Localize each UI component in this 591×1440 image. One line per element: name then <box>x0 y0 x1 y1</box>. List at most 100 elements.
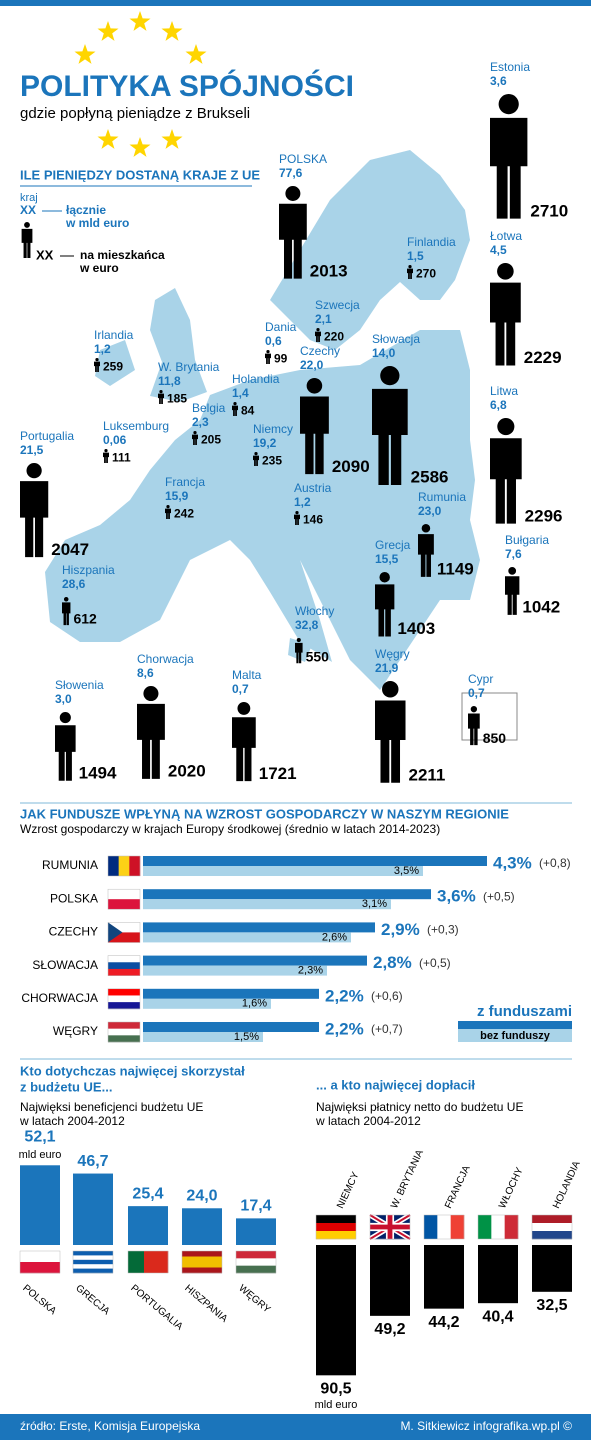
eu-star <box>97 21 119 41</box>
bar <box>236 1218 276 1245</box>
person-icon <box>232 702 256 782</box>
value-label: 4,3% <box>493 853 532 872</box>
eu-star <box>161 21 183 41</box>
person-icon <box>418 524 434 577</box>
per-capita-label: 1403 <box>397 619 435 638</box>
bar-without-funds <box>143 899 391 910</box>
country-name: Grecja <box>375 538 411 552</box>
section-heading: Kto dotychczas najwięcej skorzystał <box>20 1063 245 1078</box>
footer-source: źródło: Erste, Komisja Europejska <box>20 1419 200 1433</box>
flag-part <box>73 1255 113 1261</box>
flag-part <box>182 1267 222 1274</box>
country-name: Holandia <box>232 372 280 386</box>
flag <box>181 1250 223 1274</box>
person-icon <box>490 417 522 524</box>
flag-border <box>107 988 141 1010</box>
bar-without-funds <box>143 998 271 1009</box>
flag <box>107 922 141 943</box>
country-total: 3,0 <box>55 692 72 706</box>
flag-border <box>107 888 141 910</box>
bar <box>316 1245 356 1376</box>
flag <box>477 1214 519 1240</box>
flag-part <box>182 1251 222 1257</box>
person-icon <box>372 366 408 485</box>
per-capita-label: 850 <box>483 730 507 746</box>
flag-part <box>108 962 140 970</box>
section-heading: ILE PIENIĘDZY DOSTANĄ KRAJE Z UE <box>20 167 260 182</box>
row-label: RUMUNIA <box>42 858 98 872</box>
row-label: WĘGRY <box>53 1024 98 1038</box>
country-label: POLSKA <box>20 1283 58 1317</box>
value-label: 49,2 <box>374 1321 405 1338</box>
section-subtitle: Najwięksi beneficjenci budżetu UE <box>20 1100 203 1114</box>
value-label: 2,2% <box>325 1019 364 1038</box>
country-name: Litwa <box>490 384 518 398</box>
country-total: 7,6 <box>505 547 522 561</box>
country-name: Włochy <box>295 604 334 618</box>
value-label: 46,7 <box>77 1153 108 1170</box>
row-label: CZECHY <box>49 925 98 939</box>
bar-with-funds <box>143 889 431 900</box>
value-label: 2,2% <box>325 986 364 1005</box>
flag-part <box>118 856 130 876</box>
country-name: Austria <box>294 481 332 495</box>
flag <box>235 1250 277 1274</box>
person-icon <box>232 402 238 416</box>
country-total: 0,7 <box>468 686 485 700</box>
flag-part <box>108 1022 140 1029</box>
flag-border <box>181 1250 223 1274</box>
country-name: Rumunia <box>418 490 466 504</box>
country-label: NIEMCY <box>335 1170 362 1210</box>
country-total: 28,6 <box>62 577 86 591</box>
bar-with-funds <box>143 955 367 966</box>
legend-swatch <box>458 1029 572 1042</box>
person-icon <box>490 263 521 366</box>
per-capita-label: 2296 <box>525 506 563 525</box>
flag-part <box>108 856 119 876</box>
country-label: WĘGRY <box>236 1283 272 1316</box>
flag-border <box>107 855 141 877</box>
legend-text: na mieszkańca <box>80 248 165 262</box>
value-label: 3,1% <box>362 898 387 910</box>
flag-border <box>107 1021 141 1043</box>
legend-text: w euro <box>79 261 119 275</box>
footer-credit: M. Sitkiewicz infografika.wp.pl © <box>400 1419 572 1433</box>
person-icon <box>315 328 321 342</box>
eu-star <box>74 44 96 64</box>
value-label: 2,9% <box>381 920 420 939</box>
country-name: Słowenia <box>55 678 104 692</box>
country-total: 0,6 <box>265 334 282 348</box>
flag-part <box>236 1258 276 1266</box>
country-name: Luksemburg <box>103 419 169 433</box>
bar-without-funds <box>143 1032 263 1042</box>
eu-star <box>129 137 151 157</box>
flag-part <box>108 995 140 1003</box>
bar-with-funds <box>143 988 319 999</box>
bar <box>370 1245 410 1316</box>
flag-border <box>107 922 141 943</box>
person-icon <box>300 378 329 475</box>
person-icon <box>20 462 49 558</box>
per-capita-label: 2710 <box>530 201 568 220</box>
person-icon <box>94 357 100 372</box>
flag-part <box>108 932 140 943</box>
per-capita-label: 1494 <box>79 763 117 782</box>
person-icon <box>295 638 303 664</box>
person-icon <box>165 505 171 519</box>
flag <box>107 855 141 877</box>
country-total: 23,0 <box>418 504 442 518</box>
flag-part <box>316 1231 356 1240</box>
per-capita-label: 270 <box>416 266 436 280</box>
country-total: 14,0 <box>372 346 396 360</box>
per-capita-label: 1042 <box>522 598 560 617</box>
flag <box>107 1021 141 1043</box>
bar <box>532 1245 572 1292</box>
flag-part <box>108 968 140 976</box>
per-capita-label: 1149 <box>437 560 474 579</box>
subtitle: gdzie popłyną pieniądze z Brukseli <box>20 105 250 122</box>
flag-border <box>72 1250 114 1274</box>
flag-part <box>316 1223 356 1232</box>
row-label: POLSKA <box>50 891 98 905</box>
country-total: 21,5 <box>20 443 44 457</box>
